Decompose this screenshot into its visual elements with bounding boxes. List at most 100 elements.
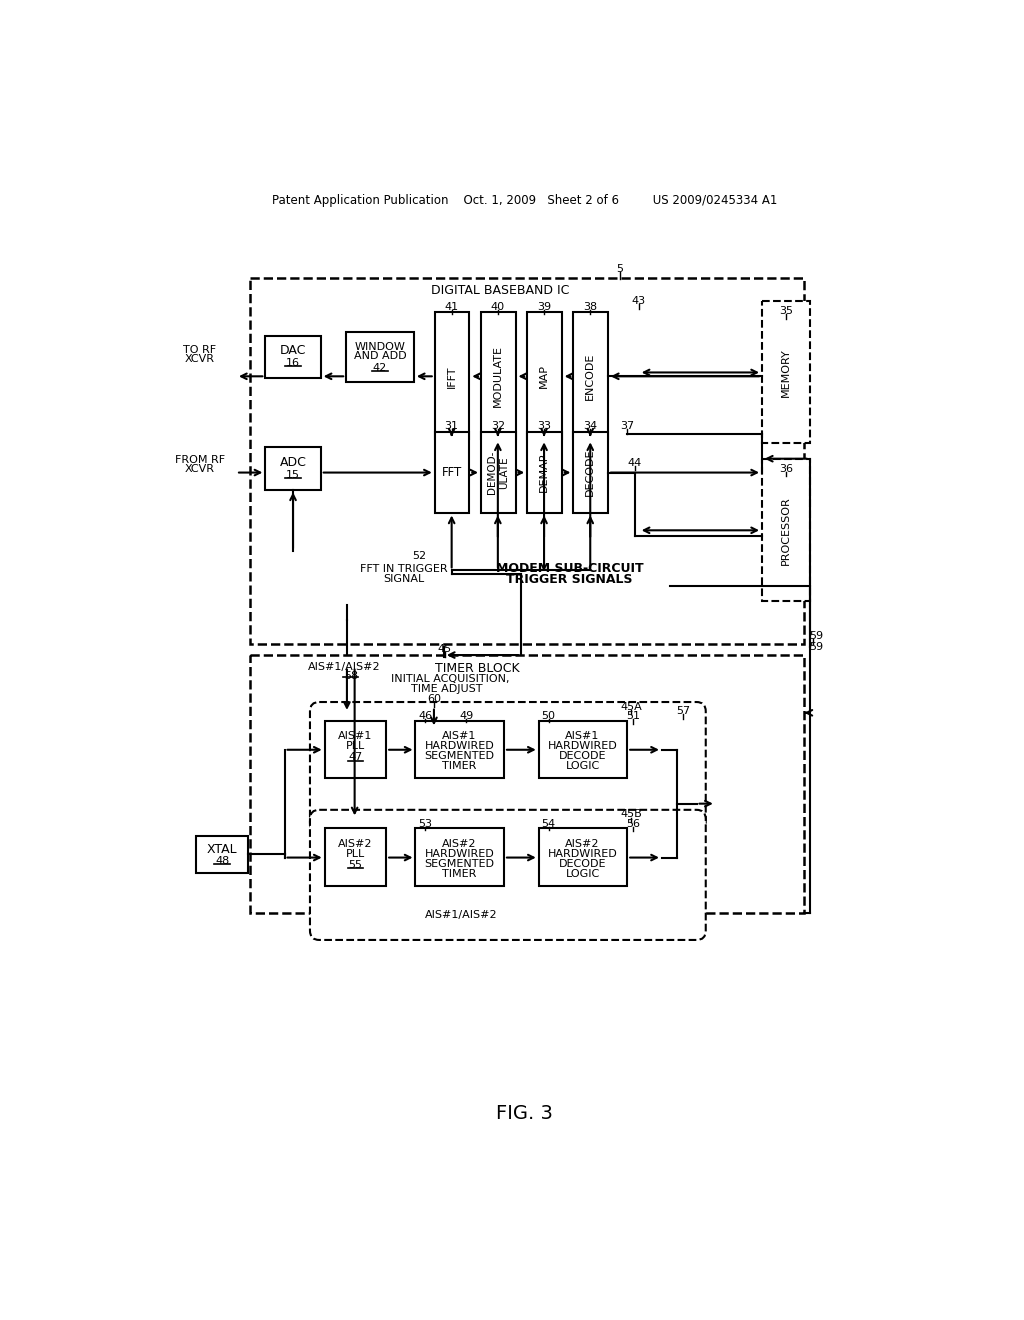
- Text: DECODE: DECODE: [559, 859, 606, 869]
- Text: 60: 60: [427, 694, 441, 704]
- Text: TRIGGER SIGNALS: TRIGGER SIGNALS: [506, 573, 633, 586]
- FancyBboxPatch shape: [310, 702, 706, 832]
- Text: 52: 52: [413, 552, 426, 561]
- Text: 54: 54: [542, 818, 556, 829]
- FancyBboxPatch shape: [539, 829, 628, 886]
- Text: 47: 47: [348, 752, 362, 763]
- FancyBboxPatch shape: [573, 432, 608, 512]
- Text: LOGIC: LOGIC: [565, 760, 600, 771]
- Text: INITIAL ACQUISITION,: INITIAL ACQUISITION,: [391, 675, 509, 684]
- Text: 57: 57: [677, 706, 690, 717]
- Text: PLL: PLL: [346, 849, 365, 859]
- Text: 36: 36: [779, 463, 793, 474]
- FancyBboxPatch shape: [265, 335, 321, 378]
- Text: 39: 39: [537, 302, 551, 312]
- Text: DAC: DAC: [280, 345, 306, 358]
- Text: IFFT: IFFT: [446, 366, 457, 388]
- FancyBboxPatch shape: [762, 301, 810, 444]
- Text: SEGMENTED: SEGMENTED: [424, 859, 495, 869]
- Text: 40: 40: [490, 302, 505, 312]
- FancyBboxPatch shape: [250, 277, 804, 644]
- Text: AND ADD: AND ADD: [353, 351, 407, 362]
- Text: LOGIC: LOGIC: [565, 869, 600, 879]
- FancyBboxPatch shape: [435, 313, 469, 440]
- Text: 45B: 45B: [621, 809, 642, 820]
- Text: MEMORY: MEMORY: [781, 348, 791, 397]
- Text: 48: 48: [215, 857, 229, 866]
- FancyBboxPatch shape: [416, 721, 504, 779]
- Text: AIS#1: AIS#1: [565, 731, 600, 741]
- FancyBboxPatch shape: [481, 313, 515, 440]
- Text: 43: 43: [632, 296, 646, 306]
- FancyBboxPatch shape: [416, 829, 504, 886]
- Text: FFT IN TRIGGER: FFT IN TRIGGER: [360, 564, 447, 574]
- Text: MODEM SUB-CIRCUIT: MODEM SUB-CIRCUIT: [496, 562, 643, 576]
- Text: XCVR: XCVR: [185, 465, 215, 474]
- Text: ADC: ADC: [280, 455, 306, 469]
- Text: 49: 49: [459, 711, 473, 721]
- Text: TIME ADJUST: TIME ADJUST: [411, 684, 482, 694]
- Text: TIMER: TIMER: [442, 869, 476, 879]
- FancyBboxPatch shape: [250, 655, 804, 913]
- Text: AIS#2: AIS#2: [565, 838, 600, 849]
- Text: TIMER BLOCK: TIMER BLOCK: [435, 661, 519, 675]
- Text: FROM RF: FROM RF: [175, 455, 225, 465]
- Text: 59: 59: [809, 631, 823, 640]
- Text: PLL: PLL: [346, 741, 365, 751]
- FancyBboxPatch shape: [346, 331, 414, 381]
- Text: HARDWIRED: HARDWIRED: [425, 849, 495, 859]
- Text: FIG. 3: FIG. 3: [497, 1104, 553, 1123]
- Text: 51: 51: [627, 711, 640, 721]
- FancyBboxPatch shape: [762, 459, 810, 601]
- Text: 38: 38: [584, 302, 597, 312]
- Text: MAP: MAP: [539, 364, 549, 388]
- Text: 35: 35: [779, 306, 793, 315]
- FancyBboxPatch shape: [539, 721, 628, 779]
- Text: WINDOW: WINDOW: [354, 342, 406, 352]
- Text: HARDWIRED: HARDWIRED: [548, 741, 617, 751]
- Text: 53: 53: [419, 818, 432, 829]
- Text: DIGITAL BASEBAND IC: DIGITAL BASEBAND IC: [431, 284, 569, 297]
- Text: 44: 44: [628, 458, 642, 467]
- FancyBboxPatch shape: [265, 447, 321, 490]
- Text: SEGMENTED: SEGMENTED: [424, 751, 495, 760]
- Text: 32: 32: [490, 421, 505, 432]
- Text: TIMER: TIMER: [442, 760, 476, 771]
- Text: 50: 50: [542, 711, 556, 721]
- Text: AIS#1/AIS#2: AIS#1/AIS#2: [307, 661, 380, 672]
- Text: 59: 59: [809, 643, 823, 652]
- Text: TO RF: TO RF: [183, 345, 216, 355]
- Text: DEMOD-
ULATE: DEMOD- ULATE: [487, 451, 509, 494]
- FancyBboxPatch shape: [310, 810, 706, 940]
- FancyBboxPatch shape: [527, 313, 562, 440]
- Text: 34: 34: [584, 421, 597, 432]
- FancyBboxPatch shape: [435, 432, 469, 512]
- Text: XCVR: XCVR: [185, 354, 215, 364]
- Text: 33: 33: [537, 421, 551, 432]
- Text: AIS#1: AIS#1: [338, 731, 373, 741]
- Text: 58: 58: [344, 671, 357, 681]
- Text: 45: 45: [437, 644, 452, 653]
- FancyBboxPatch shape: [527, 432, 562, 512]
- Text: XTAL: XTAL: [207, 843, 238, 857]
- Text: ENCODE: ENCODE: [586, 352, 595, 400]
- Text: DECODE: DECODE: [559, 751, 606, 760]
- FancyBboxPatch shape: [196, 836, 249, 873]
- Text: 16: 16: [286, 358, 300, 368]
- Text: DECODE: DECODE: [586, 449, 595, 496]
- Text: 42: 42: [373, 363, 387, 372]
- Text: 5: 5: [616, 264, 623, 273]
- Text: 46: 46: [419, 711, 432, 721]
- Text: 56: 56: [627, 818, 640, 829]
- FancyBboxPatch shape: [481, 432, 515, 512]
- Text: PROCESSOR: PROCESSOR: [781, 496, 791, 565]
- Text: AIS#2: AIS#2: [442, 838, 476, 849]
- Text: 41: 41: [444, 302, 459, 312]
- Text: DEMAP: DEMAP: [539, 453, 549, 492]
- FancyBboxPatch shape: [325, 721, 386, 779]
- FancyBboxPatch shape: [325, 829, 386, 886]
- Text: Patent Application Publication    Oct. 1, 2009   Sheet 2 of 6         US 2009/02: Patent Application Publication Oct. 1, 2…: [272, 194, 777, 207]
- FancyBboxPatch shape: [573, 313, 608, 440]
- Text: 55: 55: [348, 861, 362, 870]
- Text: AIS#2: AIS#2: [338, 838, 373, 849]
